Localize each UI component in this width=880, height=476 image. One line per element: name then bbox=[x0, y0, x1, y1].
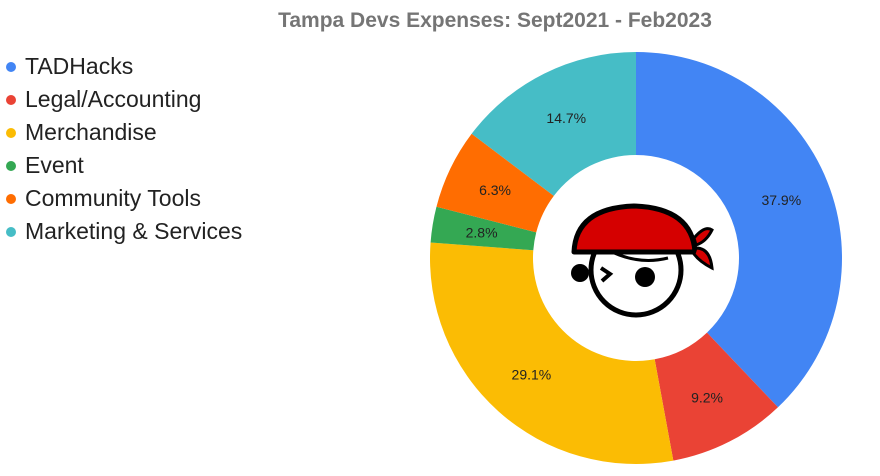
legend-item: Merchandise bbox=[6, 116, 242, 149]
legend-swatch bbox=[6, 94, 16, 105]
slice-label: 29.1% bbox=[512, 366, 552, 382]
slice-event bbox=[430, 206, 537, 251]
slice-legal-accounting bbox=[654, 332, 778, 461]
legend-swatch bbox=[6, 226, 16, 237]
legend-swatch bbox=[6, 61, 16, 72]
legend-swatch bbox=[6, 127, 16, 138]
slice-label: 9.2% bbox=[691, 389, 723, 405]
legend-swatch bbox=[6, 160, 16, 171]
chart-title: Tampa Devs Expenses: Sept2021 - Feb2023 bbox=[278, 9, 712, 32]
legend-label: Event bbox=[25, 152, 84, 178]
slice-label: 14.7% bbox=[546, 110, 586, 126]
legend-item: Event bbox=[6, 149, 242, 182]
slice-marketing-services bbox=[471, 52, 636, 196]
legend-label: Merchandise bbox=[25, 119, 157, 145]
legend-label: TADHacks bbox=[25, 53, 134, 79]
legend-item: Marketing & Services bbox=[6, 215, 242, 248]
slice-label: 2.8% bbox=[466, 225, 498, 241]
legend-item: Legal/Accounting bbox=[6, 83, 242, 116]
slice-merchandise bbox=[430, 242, 674, 465]
slice-tadhacks bbox=[636, 52, 842, 408]
legend: TADHacks Legal/Accounting Merchandise Event… bbox=[6, 50, 242, 248]
legend-label: Marketing & Services bbox=[25, 218, 243, 244]
pirate-mascot-logo bbox=[571, 203, 714, 318]
legend-item: Community Tools bbox=[6, 182, 242, 215]
legend-label: Legal/Accounting bbox=[25, 86, 202, 112]
legend-swatch bbox=[6, 193, 16, 204]
legend-label: Community Tools bbox=[25, 185, 201, 211]
legend-item: TADHacks bbox=[6, 50, 242, 83]
slice-community-tools bbox=[436, 133, 554, 233]
slice-label: 6.3% bbox=[479, 182, 511, 198]
slice-label: 37.9% bbox=[761, 192, 801, 208]
